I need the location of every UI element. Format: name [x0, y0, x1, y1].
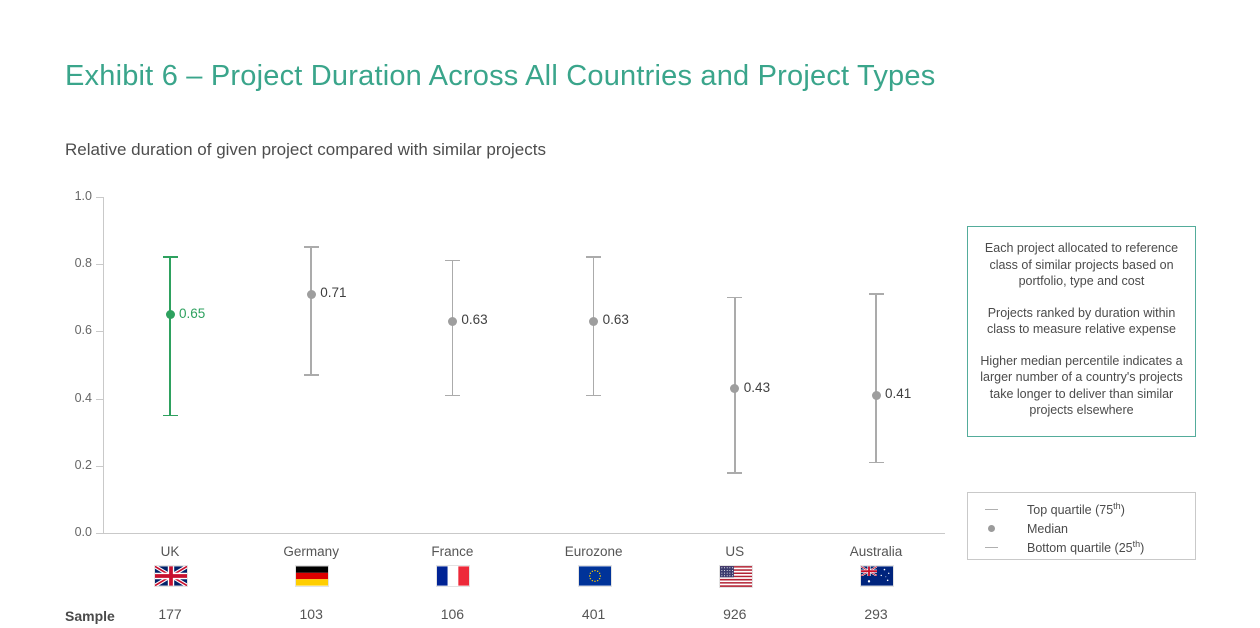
- eu-flag-icon: [577, 565, 612, 587]
- sample-row-label: Sample: [65, 608, 115, 624]
- median-point: [306, 289, 316, 299]
- sample-value: 177: [158, 606, 182, 622]
- methodology-note-box: Each project allocated to reference clas…: [967, 226, 1196, 437]
- legend-item: Top quartile (75th): [984, 500, 1195, 519]
- median-value-label: 0.43: [743, 379, 771, 395]
- uk-flag-icon: [154, 565, 188, 587]
- country-label: France: [431, 544, 474, 559]
- y-tick: [96, 398, 103, 400]
- country-label: Australia: [849, 544, 903, 559]
- legend-marker: [984, 525, 998, 532]
- note-paragraph-3: Higher median percentile indicates a lar…: [980, 353, 1183, 418]
- legend-marker: [984, 508, 998, 511]
- top-quartile-cap: [303, 246, 319, 248]
- quartile-range-bar: [310, 247, 312, 376]
- y-tick: [96, 264, 103, 266]
- median-value-label: 0.63: [602, 312, 629, 328]
- y-tick-label: 1.0: [74, 189, 92, 203]
- top-quartile-cap: [868, 293, 884, 296]
- bottom-quartile-cap: [868, 461, 884, 464]
- quartile-range-bar: [169, 257, 171, 416]
- top-quartile-cap: [162, 256, 178, 259]
- bottom-quartile-cap: [444, 394, 460, 397]
- sample-value: 926: [723, 606, 747, 622]
- country-label: Germany: [283, 544, 339, 559]
- median-point: [730, 384, 740, 394]
- country-label: UK: [160, 544, 180, 559]
- note-paragraph-2: Projects ranked by duration within class…: [987, 305, 1176, 337]
- legend-item: Bottom quartile (25th): [984, 538, 1195, 557]
- sample-value: 401: [581, 606, 606, 622]
- y-tick: [96, 331, 103, 333]
- top-quartile-cap: [444, 259, 460, 262]
- median-point: [871, 390, 881, 400]
- quartile-dash-icon: [984, 546, 998, 549]
- median-dot-icon: [987, 525, 995, 532]
- bottom-quartile-cap: [727, 471, 743, 474]
- legend: Top quartile (75th) Median Bottom quartile…: [967, 492, 1196, 560]
- country-label: Eurozone: [564, 544, 623, 559]
- top-quartile-cap: [727, 296, 743, 299]
- median-point: [447, 316, 457, 326]
- y-tick: [96, 533, 103, 534]
- au-flag-icon: [860, 565, 894, 587]
- legend-label: Bottom quartile (25th): [1027, 539, 1145, 556]
- de-flag-icon: [295, 565, 330, 587]
- legend-label: Top quartile (75th): [1027, 501, 1125, 518]
- y-tick-label: 0.2: [74, 457, 92, 472]
- quartile-range-bar: [451, 260, 454, 396]
- country-label: US: [725, 544, 745, 559]
- legend-marker: [984, 546, 998, 549]
- median-value-label: 0.65: [179, 305, 206, 321]
- bottom-quartile-cap: [303, 374, 319, 377]
- chart-subtitle: Relative duration of given project compa…: [65, 140, 546, 159]
- quartile-dash-icon: [984, 508, 998, 511]
- y-tick-label: 0.8: [74, 256, 92, 271]
- median-point: [589, 316, 599, 326]
- median-value-label: 0.41: [885, 386, 912, 402]
- x-axis-line: [103, 533, 945, 534]
- exhibit-title: Exhibit 6 – Project Duration Across All …: [65, 60, 936, 92]
- median-point: [165, 310, 175, 320]
- quartile-range-bar: [875, 294, 877, 463]
- legend-item: Median: [984, 519, 1195, 538]
- median-value-label: 0.63: [461, 312, 488, 328]
- y-tick-label: 0.4: [74, 390, 92, 405]
- top-quartile-cap: [586, 256, 602, 259]
- fr-flag-icon: [436, 565, 471, 587]
- y-tick-label: 0.0: [74, 525, 92, 539]
- bottom-quartile-cap: [162, 414, 178, 417]
- quartile-range-bar: [592, 257, 595, 396]
- sample-value: 103: [299, 606, 323, 622]
- us-flag-icon: [718, 565, 753, 588]
- y-tick: [96, 197, 103, 198]
- note-paragraph-1: Each project allocated to reference clas…: [984, 241, 1179, 288]
- bottom-quartile-cap: [586, 394, 602, 397]
- legend-label: Median: [1027, 521, 1068, 536]
- y-tick-label: 0.6: [74, 323, 92, 338]
- y-axis-line: [103, 197, 104, 534]
- sample-value: 293: [864, 606, 888, 622]
- y-tick: [96, 465, 103, 467]
- sample-value: 106: [440, 606, 465, 622]
- median-value-label: 0.71: [320, 285, 347, 301]
